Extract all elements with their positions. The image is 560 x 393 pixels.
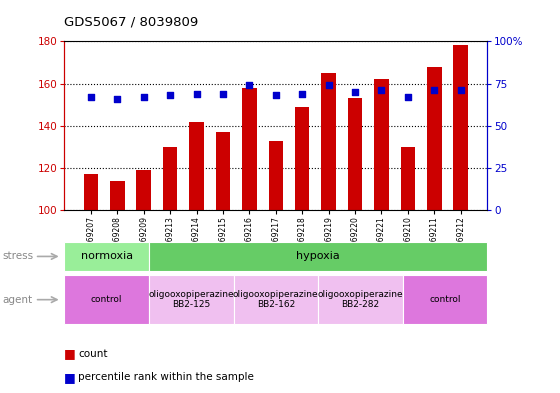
Point	[403, 94, 412, 100]
Bar	[454, 46, 468, 210]
Text: agent: agent	[3, 295, 33, 305]
Text: oligooxopiperazine
BB2-162: oligooxopiperazine BB2-162	[233, 290, 319, 309]
Bar	[137, 170, 151, 210]
Text: oligooxopiperazine
BB2-125: oligooxopiperazine BB2-125	[148, 290, 234, 309]
Bar	[269, 141, 283, 210]
Bar	[216, 132, 230, 210]
Point	[377, 87, 386, 94]
Bar	[64, 275, 149, 324]
Point	[218, 90, 227, 97]
Bar	[189, 121, 204, 210]
Text: percentile rank within the sample: percentile rank within the sample	[78, 372, 254, 382]
Bar	[64, 242, 149, 271]
Bar	[318, 275, 403, 324]
Point	[192, 90, 201, 97]
Point	[324, 82, 333, 88]
Bar	[348, 98, 362, 210]
Bar	[242, 88, 256, 210]
Point	[86, 94, 95, 100]
Bar	[163, 147, 178, 210]
Point	[351, 89, 360, 95]
Bar	[400, 147, 415, 210]
Point	[245, 82, 254, 88]
Bar	[83, 174, 98, 210]
Text: GDS5067 / 8039809: GDS5067 / 8039809	[64, 16, 199, 29]
Text: control: control	[91, 295, 123, 304]
Point	[166, 92, 175, 99]
Text: count: count	[78, 349, 108, 359]
Point	[456, 87, 465, 94]
Bar	[403, 275, 487, 324]
Text: control: control	[429, 295, 461, 304]
Text: ■: ■	[64, 371, 80, 384]
Point	[298, 90, 307, 97]
Point	[113, 95, 122, 102]
Bar	[149, 242, 487, 271]
Text: oligooxopiperazine
BB2-282: oligooxopiperazine BB2-282	[318, 290, 403, 309]
Text: normoxia: normoxia	[81, 252, 133, 261]
Text: hypoxia: hypoxia	[296, 252, 340, 261]
Bar	[295, 107, 310, 210]
Point	[139, 94, 148, 100]
Point	[271, 92, 280, 99]
Bar	[234, 275, 318, 324]
Bar	[321, 73, 336, 210]
Text: ■: ■	[64, 347, 80, 360]
Bar	[149, 275, 234, 324]
Bar	[374, 79, 389, 210]
Point	[430, 87, 439, 94]
Bar	[427, 66, 442, 210]
Text: stress: stress	[3, 252, 34, 261]
Bar	[110, 181, 124, 210]
